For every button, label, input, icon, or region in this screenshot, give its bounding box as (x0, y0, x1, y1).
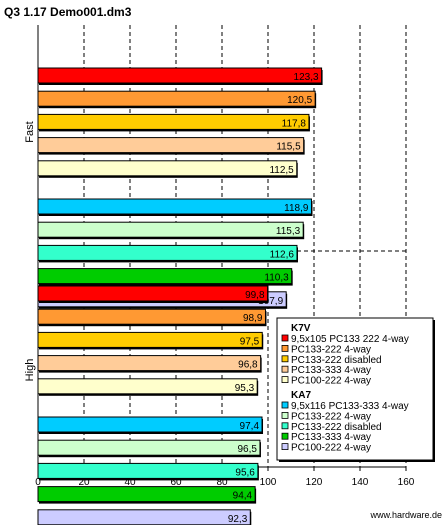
bar-value-label: 94,4 (233, 491, 253, 502)
bar-value-label: 98,9 (243, 313, 263, 324)
legend-item-label: PC133-333 4-way (291, 432, 371, 443)
bar-value-label: 112,6 (270, 249, 295, 260)
bar-value-label: 117,8 (282, 118, 307, 129)
x-tick-label: 100 (260, 477, 277, 488)
legend-swatch (281, 443, 289, 451)
bar (37, 486, 256, 503)
bar (37, 244, 298, 261)
legend-item-label: PC100-222 4-way (291, 376, 371, 387)
bar (37, 268, 293, 285)
bar-value-label: 92,3 (228, 514, 248, 525)
x-tick-label: 40 (124, 477, 136, 488)
x-tick-label: 60 (170, 477, 182, 488)
bar (37, 509, 251, 526)
bar-value-label: 96,8 (238, 360, 258, 371)
chart-title: Q3 1.17 Demo001.dm3 (4, 5, 132, 19)
legend-item-label: PC133-222 4-way (291, 411, 371, 422)
bar-value-label: 110,3 (264, 273, 289, 284)
legend-swatch (281, 355, 289, 363)
x-tick-label: 120 (306, 477, 323, 488)
legend-swatch (281, 422, 289, 430)
bar-value-label: 95,3 (235, 383, 255, 394)
bar (37, 378, 258, 395)
legend-swatch (281, 334, 289, 342)
bar (37, 331, 263, 348)
bar (37, 90, 316, 107)
bar-value-label: 112,5 (269, 165, 294, 176)
legend-swatch (281, 401, 289, 409)
bar (37, 67, 323, 84)
plot-area: 0 20 40 60 80 100 120 140 160 123,3 120,5 117,8 115,… (24, 25, 415, 527)
bar (37, 416, 263, 433)
bar-value-label: 107,9 (258, 296, 283, 307)
legend-item-label: PC100-222 4-way (291, 443, 371, 454)
bar-value-label: 115,3 (276, 226, 301, 237)
legend-swatch (281, 411, 289, 419)
bar-value-label: 97,4 (240, 421, 260, 432)
bar (37, 462, 259, 479)
bar (37, 308, 266, 325)
bar-value-label: 97,5 (240, 336, 260, 347)
bar (37, 160, 298, 177)
x-tick-label: 140 (352, 477, 369, 488)
bar-value-label: 96,5 (237, 444, 257, 455)
legend-item-label: PC133-222 4-way (291, 344, 371, 355)
legend-item-label: PC133-222 disabled (291, 355, 382, 366)
legend-item-label: 9,5x116 PC133-333 4-way (291, 401, 409, 412)
bar-value-label: 115,5 (276, 142, 301, 153)
bar (37, 137, 305, 154)
group-label: Fast (24, 121, 36, 142)
x-tick-label: 80 (216, 477, 228, 488)
legend-swatch (281, 376, 289, 384)
bar-value-label: 118,9 (284, 203, 309, 214)
legend-swatch (281, 344, 289, 352)
legend-swatch (281, 365, 289, 373)
x-tick-label: 0 (35, 477, 41, 488)
legend-item-label: 9,5x105 PC133 222 4-way (291, 334, 409, 345)
bar (37, 285, 269, 302)
legend-item-label: PC133-333 4-way (291, 365, 371, 376)
x-tick-label: 160 (398, 477, 415, 488)
legend-heading: KA7 (291, 390, 311, 401)
bar (37, 221, 304, 238)
watermark-text: www.hardware.de (369, 510, 442, 520)
bar (37, 113, 310, 130)
legend-swatch (281, 432, 289, 440)
bar-value-label: 99,8 (245, 290, 265, 301)
bar (37, 355, 262, 372)
group-label: High (24, 359, 36, 382)
bar-value-label: 123,3 (294, 72, 319, 83)
bar (37, 439, 261, 456)
legend-heading: K7V (291, 323, 311, 334)
bar-value-label: 95,6 (235, 467, 255, 478)
bar-value-label: 120,5 (287, 95, 312, 106)
bar (37, 198, 312, 215)
x-tick-label: 20 (78, 477, 90, 488)
legend-box (276, 317, 434, 461)
legend-item-label: PC133-222 disabled (291, 422, 382, 433)
